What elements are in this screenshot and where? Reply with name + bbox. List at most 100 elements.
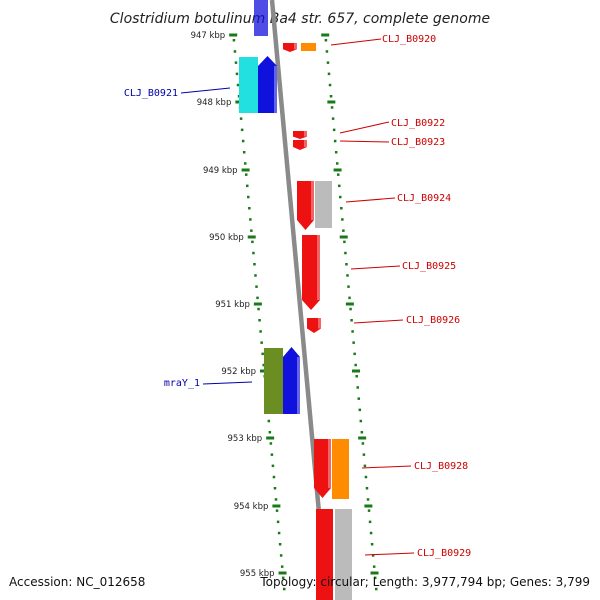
- minor-tick: [236, 83, 240, 87]
- map-title: Clostridium botulinum Ba4 str. 657, comp…: [110, 11, 490, 27]
- minor-tick: [331, 117, 335, 120]
- minor-tick: [249, 218, 252, 221]
- gene-feature-CLJ_B0922: [293, 131, 307, 139]
- gene-feature-CLJ_B0925: [302, 235, 320, 310]
- gene-feature-CLJ_B0923: [293, 140, 307, 150]
- minor-tick: [329, 95, 333, 98]
- minor-tick: [344, 251, 347, 255]
- minor-tick: [280, 565, 284, 568]
- minor-tick: [278, 543, 282, 546]
- minor-tick: [273, 487, 277, 490]
- minor-tick: [243, 162, 247, 165]
- minor-tick: [268, 431, 272, 434]
- minor-tick: [276, 520, 280, 524]
- tick-label: 952 kbp: [221, 367, 256, 377]
- minor-tick: [262, 363, 265, 367]
- minor-tick: [367, 509, 371, 512]
- tick-label: 948 kbp: [197, 98, 232, 108]
- major-tick-left: [229, 33, 238, 37]
- tick-label: 954 kbp: [234, 502, 269, 512]
- gene-feature-gray-2: [335, 509, 352, 600]
- gene-label-CLJ_B0922: CLJ_B0922: [391, 118, 445, 129]
- minor-tick: [235, 72, 239, 76]
- minor-tick: [239, 117, 243, 120]
- minor-tick: [371, 554, 375, 557]
- gene-label-CLJ_B0923: CLJ_B0923: [391, 137, 445, 148]
- gene-label-CLJ_B0921: CLJ_B0921: [124, 88, 178, 99]
- minor-tick: [256, 296, 259, 300]
- gene-feature-CLJ_B0926: [307, 318, 321, 333]
- minor-tick: [340, 207, 343, 210]
- minor-tick: [275, 509, 279, 512]
- minor-tick: [349, 307, 352, 311]
- label-leader-line: [350, 265, 401, 270]
- minor-tick: [368, 520, 372, 524]
- minor-tick: [232, 39, 236, 42]
- gene-feature-CLJ_B0925-shade: [317, 235, 320, 300]
- major-tick-right: [333, 168, 342, 172]
- minor-tick: [360, 431, 364, 434]
- major-tick-right: [352, 369, 361, 373]
- minor-tick: [359, 419, 363, 423]
- minor-tick: [369, 531, 373, 535]
- gene-label-CLJ_B0926: CLJ_B0926: [406, 315, 460, 326]
- minor-tick: [332, 128, 336, 132]
- minor-tick: [260, 341, 263, 344]
- gene-feature-CLJ_B0920: [283, 43, 297, 52]
- minor-tick: [252, 251, 255, 255]
- minor-tick: [355, 375, 358, 378]
- minor-tick: [241, 139, 245, 143]
- minor-tick: [277, 531, 281, 535]
- minor-tick: [251, 240, 254, 244]
- minor-tick: [324, 39, 328, 42]
- major-tick-left: [272, 504, 281, 508]
- minor-tick: [261, 352, 264, 356]
- minor-tick: [233, 50, 237, 53]
- minor-tick: [271, 464, 275, 468]
- minor-tick: [372, 565, 376, 568]
- minor-tick: [345, 263, 348, 266]
- minor-tick: [373, 576, 377, 580]
- minor-tick: [258, 319, 261, 322]
- gene-feature-mraY_1-shade: [297, 357, 300, 414]
- gene-label-CLJ_B0929: CLJ_B0929: [417, 548, 471, 559]
- gene-feature-CLJ_B0928-shade: [328, 439, 331, 488]
- minor-tick: [350, 319, 353, 322]
- label-leader-line: [330, 38, 382, 46]
- gene-feature-olive: [264, 348, 283, 414]
- label-leader-line: [202, 381, 253, 385]
- gene-feature-orange: [332, 439, 349, 499]
- topology-text: Topology: circular; Length: 3,977,794 bp…: [259, 575, 590, 589]
- gene-feature-gray: [315, 181, 332, 228]
- minor-tick: [370, 543, 374, 546]
- major-tick-right: [321, 33, 330, 37]
- minor-tick: [247, 195, 250, 199]
- minor-tick: [347, 285, 350, 288]
- minor-tick: [351, 330, 354, 333]
- minor-tick: [358, 408, 362, 412]
- minor-tick: [346, 274, 349, 277]
- minor-tick: [248, 207, 251, 210]
- gene-label-CLJ_B0920: CLJ_B0920: [382, 34, 436, 45]
- minor-tick: [374, 587, 378, 591]
- minor-tick: [244, 173, 248, 176]
- tick-label: 953 kbp: [228, 434, 263, 444]
- major-tick-right: [364, 504, 373, 508]
- minor-tick: [348, 296, 351, 300]
- gene-label-CLJ_B0924: CLJ_B0924: [397, 193, 451, 204]
- gene-feature-CLJ_B0923-shade: [304, 140, 307, 147]
- major-tick-left: [253, 302, 262, 306]
- gene-feature-CLJ_B0928: [314, 439, 331, 498]
- minor-tick: [341, 218, 344, 221]
- gene-feature-CLJ_B0924-shade: [311, 181, 314, 220]
- minor-tick: [326, 61, 330, 64]
- minor-tick: [272, 475, 276, 479]
- label-leader-line: [180, 87, 231, 94]
- major-tick-right: [358, 436, 367, 440]
- minor-tick: [363, 464, 367, 468]
- major-tick-left: [241, 168, 250, 172]
- minor-tick: [364, 475, 368, 479]
- minor-tick: [242, 151, 246, 154]
- minor-tick: [356, 386, 359, 389]
- gene-feature-orange-small: [301, 43, 316, 51]
